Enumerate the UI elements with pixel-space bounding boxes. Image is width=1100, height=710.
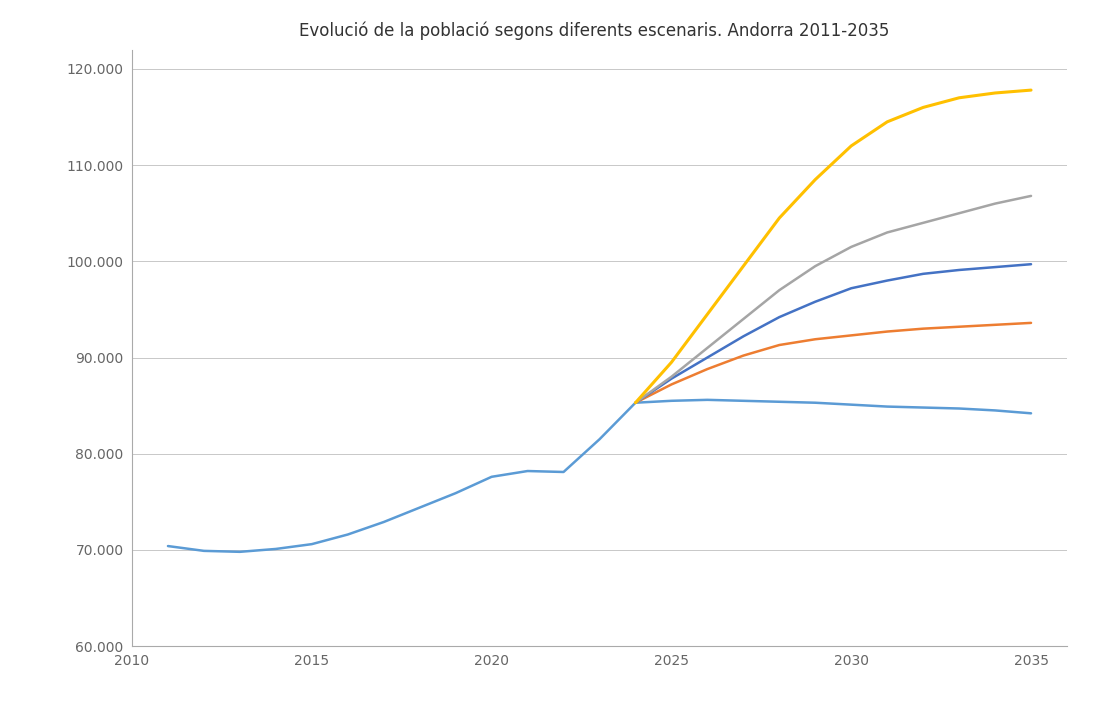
Text: Evolució de la població segons diferents escenaris. Andorra 2011-2035: Evolució de la població segons diferents… [299,21,889,40]
